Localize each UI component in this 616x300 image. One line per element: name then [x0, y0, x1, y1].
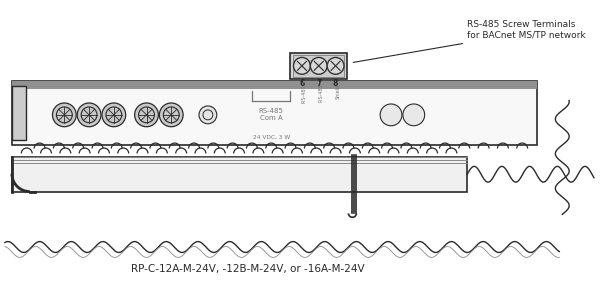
Text: RS-485 +: RS-485 +: [302, 80, 307, 103]
Text: RS-485 –: RS-485 –: [318, 81, 324, 102]
Circle shape: [135, 103, 158, 127]
Circle shape: [52, 103, 76, 127]
Text: RS-485
Com A: RS-485 Com A: [259, 108, 284, 122]
Text: Shield: Shield: [336, 84, 341, 99]
Text: RS-485 Screw Terminals
for BACnet MS/TP network: RS-485 Screw Terminals for BACnet MS/TP …: [468, 20, 586, 39]
Circle shape: [327, 57, 344, 74]
Text: 24 VDC, 3 W: 24 VDC, 3 W: [253, 135, 290, 140]
Bar: [293, 55, 344, 77]
Circle shape: [160, 103, 183, 127]
Text: 6: 6: [299, 79, 304, 88]
Bar: [12, 157, 468, 192]
Bar: [12, 81, 537, 145]
Bar: [12, 86, 26, 140]
Text: RP-C-12A-M-24V, -12B-M-24V, or -16A-M-24V: RP-C-12A-M-24V, -12B-M-24V, or -16A-M-24…: [131, 264, 364, 274]
Circle shape: [380, 104, 402, 126]
Circle shape: [403, 104, 424, 126]
Circle shape: [199, 106, 217, 124]
Circle shape: [102, 103, 126, 127]
Bar: [12, 81, 537, 88]
Text: 7: 7: [316, 79, 322, 88]
Circle shape: [293, 57, 310, 74]
Bar: [290, 53, 347, 79]
Circle shape: [77, 103, 101, 127]
Circle shape: [310, 57, 327, 74]
Text: 8: 8: [333, 79, 338, 88]
